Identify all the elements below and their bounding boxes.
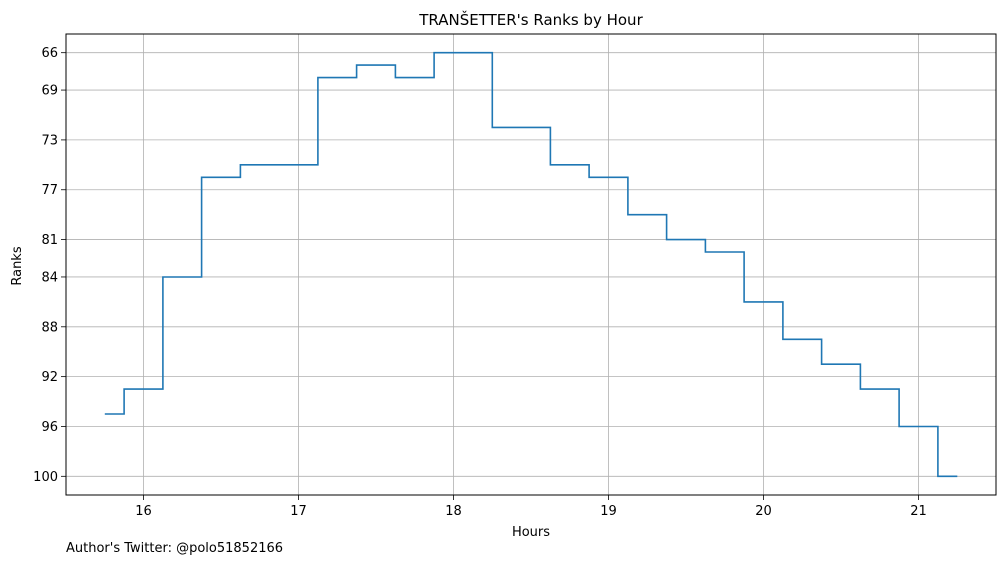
- y-tick-label: 92: [41, 370, 58, 385]
- chart-title: TRANŠETTER's Ranks by Hour: [418, 10, 643, 29]
- y-tick-label: 77: [41, 183, 58, 198]
- y-tick-label: 84: [41, 270, 58, 285]
- y-axis-label: Ranks: [10, 246, 25, 285]
- author-twitter-note: Author's Twitter: @polo51852166: [66, 541, 284, 556]
- x-tick-label: 21: [910, 504, 927, 519]
- grid-lines: [66, 34, 996, 495]
- y-tick-label: 100: [33, 470, 58, 485]
- x-tick-label: 16: [135, 504, 152, 519]
- x-tick-label: 18: [445, 504, 462, 519]
- y-tick-label: 96: [41, 420, 58, 435]
- axes-frame: [65, 33, 997, 496]
- x-axis-label: Hours: [512, 525, 550, 540]
- y-tick-label: 69: [41, 84, 58, 99]
- y-tick-label: 66: [41, 46, 58, 61]
- y-tick-label: 73: [41, 133, 58, 148]
- x-tick-label: 19: [600, 504, 617, 519]
- x-tick-label: 20: [755, 504, 772, 519]
- y-tick-label: 88: [41, 320, 58, 335]
- x-tick-label: 17: [290, 504, 307, 519]
- y-tick-label: 81: [41, 233, 58, 248]
- series-line-ranks: [104, 51, 958, 478]
- axis-ticks: 16 17 18 19 20 21 66 69 73 77 81 84 88 92 96 100: [33, 46, 927, 519]
